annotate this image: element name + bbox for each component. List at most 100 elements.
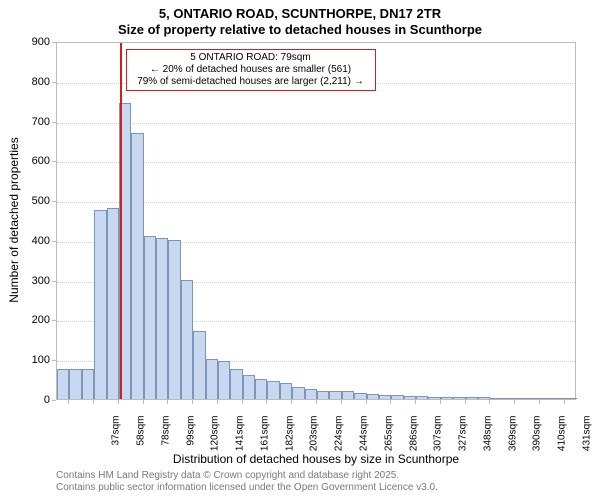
- histogram-bar: [478, 397, 490, 399]
- histogram-bar: [82, 369, 94, 399]
- x-tick-mark: [366, 400, 367, 404]
- x-tick-label: 307sqm: [433, 416, 444, 466]
- histogram-bar: [168, 240, 180, 399]
- histogram-bar: [230, 369, 242, 399]
- x-tick-label: 58sqm: [136, 416, 147, 466]
- y-tick-mark: [52, 241, 56, 242]
- histogram-bar: [540, 398, 552, 399]
- chart-subtitle: Size of property relative to detached ho…: [0, 22, 600, 37]
- x-tick-label: 265sqm: [383, 416, 394, 466]
- property-annotation: 5 ONTARIO ROAD: 79sqm← 20% of detached h…: [126, 49, 376, 91]
- x-tick-mark: [440, 400, 441, 404]
- histogram-bar: [107, 208, 119, 399]
- histogram-bar: [453, 397, 465, 399]
- histogram-bar: [144, 236, 156, 399]
- x-tick-label: 410sqm: [557, 416, 568, 466]
- annotation-line3: 79% of semi-detached houses are larger (…: [131, 76, 371, 88]
- x-tick-mark: [415, 400, 416, 404]
- histogram-bar: [367, 394, 379, 399]
- x-tick-mark: [167, 400, 168, 404]
- x-tick-label: 390sqm: [532, 416, 543, 466]
- x-tick-mark: [564, 400, 565, 404]
- y-axis-label: Number of detached properties: [7, 120, 21, 320]
- gridline: [57, 123, 575, 124]
- histogram-bar: [181, 280, 193, 399]
- annotation-line1: 5 ONTARIO ROAD: 79sqm: [131, 52, 371, 64]
- property-indicator-line: [120, 43, 122, 399]
- x-tick-mark: [118, 400, 119, 404]
- histogram-bar: [565, 398, 577, 399]
- x-tick-label: 369sqm: [507, 416, 518, 466]
- x-tick-mark: [68, 400, 69, 404]
- y-tick-label: 100: [20, 354, 50, 366]
- histogram-bar: [255, 379, 267, 399]
- x-tick-mark: [539, 400, 540, 404]
- x-tick-label: 224sqm: [334, 416, 345, 466]
- x-tick-mark: [192, 400, 193, 404]
- x-tick-mark: [514, 400, 515, 404]
- y-tick-label: 200: [20, 314, 50, 326]
- x-tick-mark: [390, 400, 391, 404]
- y-tick-mark: [52, 320, 56, 321]
- footer-line-1: Contains HM Land Registry data © Crown c…: [56, 470, 438, 482]
- x-tick-mark: [465, 400, 466, 404]
- y-tick-label: 900: [20, 36, 50, 48]
- x-tick-label: 161sqm: [259, 416, 270, 466]
- histogram-bar: [466, 397, 478, 399]
- property-size-histogram: 5, ONTARIO ROAD, SCUNTHORPE, DN17 2TR Si…: [0, 0, 600, 500]
- x-tick-label: 99sqm: [185, 416, 196, 466]
- histogram-bar: [243, 375, 255, 399]
- x-tick-label: 182sqm: [284, 416, 295, 466]
- y-tick-mark: [52, 400, 56, 401]
- histogram-bar: [527, 398, 539, 399]
- histogram-bar: [218, 361, 230, 399]
- histogram-bar: [503, 398, 515, 399]
- histogram-bar: [354, 393, 366, 399]
- y-tick-label: 300: [20, 275, 50, 287]
- histogram-bar: [305, 389, 317, 399]
- y-tick-label: 400: [20, 235, 50, 247]
- histogram-bar: [379, 395, 391, 399]
- histogram-bar: [280, 383, 292, 399]
- chart-title-address: 5, ONTARIO ROAD, SCUNTHORPE, DN17 2TR: [0, 6, 600, 21]
- histogram-bar: [329, 391, 341, 399]
- histogram-bar: [69, 369, 81, 399]
- y-tick-mark: [52, 82, 56, 83]
- y-tick-mark: [52, 122, 56, 123]
- x-tick-mark: [291, 400, 292, 404]
- y-tick-label: 800: [20, 76, 50, 88]
- histogram-bar: [267, 381, 279, 399]
- histogram-bar: [490, 398, 502, 399]
- annotation-line2: ← 20% of detached houses are smaller (56…: [131, 64, 371, 76]
- x-tick-label: 327sqm: [458, 416, 469, 466]
- x-tick-mark: [143, 400, 144, 404]
- y-tick-label: 600: [20, 155, 50, 167]
- y-tick-mark: [52, 42, 56, 43]
- histogram-bar: [156, 238, 168, 399]
- x-tick-label: 141sqm: [235, 416, 246, 466]
- x-tick-mark: [316, 400, 317, 404]
- y-tick-mark: [52, 201, 56, 202]
- histogram-bar: [441, 397, 453, 399]
- x-tick-mark: [266, 400, 267, 404]
- histogram-bar: [57, 369, 69, 399]
- x-tick-label: 244sqm: [359, 416, 370, 466]
- x-tick-mark: [217, 400, 218, 404]
- histogram-bar: [193, 331, 205, 399]
- histogram-bar: [206, 359, 218, 399]
- attribution-footer: Contains HM Land Registry data © Crown c…: [56, 470, 438, 494]
- x-tick-label: 120sqm: [210, 416, 221, 466]
- histogram-bar: [317, 391, 329, 399]
- plot-area: 5 ONTARIO ROAD: 79sqm← 20% of detached h…: [56, 42, 576, 400]
- y-tick-label: 500: [20, 195, 50, 207]
- histogram-bar: [515, 398, 527, 399]
- x-tick-label: 37sqm: [111, 416, 122, 466]
- histogram-bar: [131, 133, 143, 400]
- x-tick-mark: [93, 400, 94, 404]
- y-tick-mark: [52, 161, 56, 162]
- histogram-bar: [416, 396, 428, 399]
- y-tick-mark: [52, 281, 56, 282]
- histogram-bar: [94, 210, 106, 399]
- x-tick-mark: [341, 400, 342, 404]
- x-tick-mark: [489, 400, 490, 404]
